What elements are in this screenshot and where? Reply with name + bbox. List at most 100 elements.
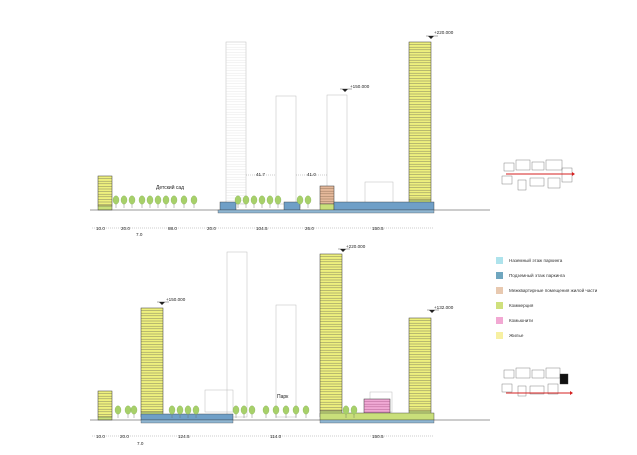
tree-icon (262, 405, 270, 415)
legend-item-commerce: Коммерция (496, 300, 533, 310)
lower-right-tower-floors (409, 320, 431, 410)
upper-tall-tower (408, 41, 432, 201)
lower-podium-base-2 (319, 419, 435, 424)
tree-icon (192, 405, 200, 415)
upper-tall-tower-floors (409, 44, 431, 199)
upper-key-plan (501, 159, 575, 191)
upper-small-building (97, 175, 113, 207)
lower-center-tower-floors (320, 256, 342, 411)
legend-swatch (496, 286, 503, 294)
lower-podium-left (140, 413, 234, 421)
lower-left-tower-floors (141, 310, 163, 410)
upper-podium-1 (219, 201, 237, 211)
upper-interstitial-floors (320, 188, 334, 202)
lower-height-label-3: +132.000 (434, 305, 454, 310)
tree-icon (248, 405, 256, 415)
lower-dim-114: 114.0 (270, 434, 282, 439)
legend-label: Жилье (509, 332, 524, 338)
lower-podium-base-1 (140, 419, 234, 424)
lower-dim-124: 124.5 (178, 434, 190, 439)
lower-small-building-floors (98, 393, 112, 415)
lower-height-mark-2: +150.000 (157, 297, 186, 305)
tree-icon (162, 195, 170, 205)
upper-ghost-tower-4 (364, 181, 394, 205)
upper-dim-104: 104.5 (256, 226, 268, 231)
tree-icon (240, 405, 248, 415)
legend-swatch (496, 316, 503, 324)
legend-label: Подземный этаж паркинга (509, 272, 565, 278)
tree-icon (292, 405, 300, 415)
legend-label: Коммерция (509, 302, 534, 308)
upper-trees (112, 195, 312, 208)
legend-item-community: Комьюнити (496, 315, 533, 325)
tree-icon (342, 405, 350, 415)
tree-icon (168, 405, 176, 415)
tree-icon (138, 195, 146, 205)
tree-icon (180, 195, 188, 205)
tree-icon (282, 405, 290, 415)
lower-height-mark-3: +132.000 (427, 305, 454, 313)
tree-icon (114, 405, 122, 415)
tree-icon (258, 195, 266, 205)
tree-icon (266, 195, 274, 205)
legend-label: Комьюнити (509, 317, 534, 323)
tree-icon (124, 405, 132, 415)
tree-icon (232, 405, 240, 415)
upper-dim-150: 150.5 (372, 226, 384, 231)
legend-item-interstitial: Межквартирные помещения жилой части (496, 285, 597, 295)
tree-icon (272, 405, 280, 415)
lower-dim-20: 20.0 (120, 434, 129, 439)
legend-item-ground-parking: Наземный этаж паркинга (496, 255, 562, 265)
upper-podium-4 (333, 201, 435, 211)
upper-dim-10: 10.0 (96, 226, 105, 231)
tree-icon (128, 195, 136, 205)
lower-podium-right (319, 412, 435, 421)
upper-ghost-tower-2 (275, 95, 297, 205)
legend-item-residential: Жилье (496, 330, 523, 340)
lower-ghost-tower-3 (204, 389, 234, 413)
lower-community-floors (364, 401, 390, 413)
tree-icon (304, 195, 312, 205)
upper-dim-88: 88.0 (168, 226, 177, 231)
tree-icon (120, 195, 128, 205)
legend-swatch (496, 331, 503, 339)
tree-icon (130, 405, 138, 415)
upper-section: Детский сад +220.000 +150.000 41.7 41.0 … (90, 30, 575, 237)
upper-dim-20: 20.0 (121, 226, 130, 231)
tree-icon (146, 195, 154, 205)
lower-dim-150: 150.5 (372, 434, 384, 439)
legend-swatch (496, 271, 503, 279)
tree-icon (274, 195, 282, 205)
upper-dim-26: 26.0 (305, 226, 314, 231)
lower-section: Парк +220.000 +150.000 +132.000 10.0 20.… (90, 244, 573, 446)
upper-height-label-1: +220.000 (434, 30, 454, 35)
legend-swatch (496, 301, 503, 309)
tree-icon (112, 195, 120, 205)
upper-height-mark-2: +150.000 (340, 84, 370, 92)
tree-icon (296, 195, 304, 205)
lower-dim-7: 7.0 (137, 441, 144, 446)
lower-park-label: Парк (277, 394, 289, 400)
tree-icon (234, 195, 242, 205)
tree-icon (154, 195, 162, 205)
tree-icon (170, 195, 178, 205)
tree-icon (302, 405, 310, 415)
lower-height-label-1: +220.000 (346, 244, 366, 249)
tree-icon (350, 405, 358, 415)
upper-podium-base (217, 209, 435, 214)
upper-ghost-floor-lines (226, 44, 246, 204)
upper-dim-7: 7.0 (136, 232, 143, 237)
lower-community-block (363, 398, 391, 414)
legend-label: Межквартирные помещения жилой части (509, 287, 598, 293)
tree-icon (190, 195, 198, 205)
upper-height-label-2: +150.000 (350, 84, 370, 89)
tree-icon (176, 405, 184, 415)
lower-height-mark-1: +220.000 (338, 244, 366, 252)
legend-swatch (496, 256, 503, 264)
lower-small-building-base (97, 416, 113, 421)
legend-item-underground-parking: Подземный этаж паркинга (496, 270, 565, 280)
lower-ghost-tower-2 (275, 304, 297, 418)
upper-park-label: Детский сад (156, 184, 184, 191)
tree-icon (242, 195, 250, 205)
